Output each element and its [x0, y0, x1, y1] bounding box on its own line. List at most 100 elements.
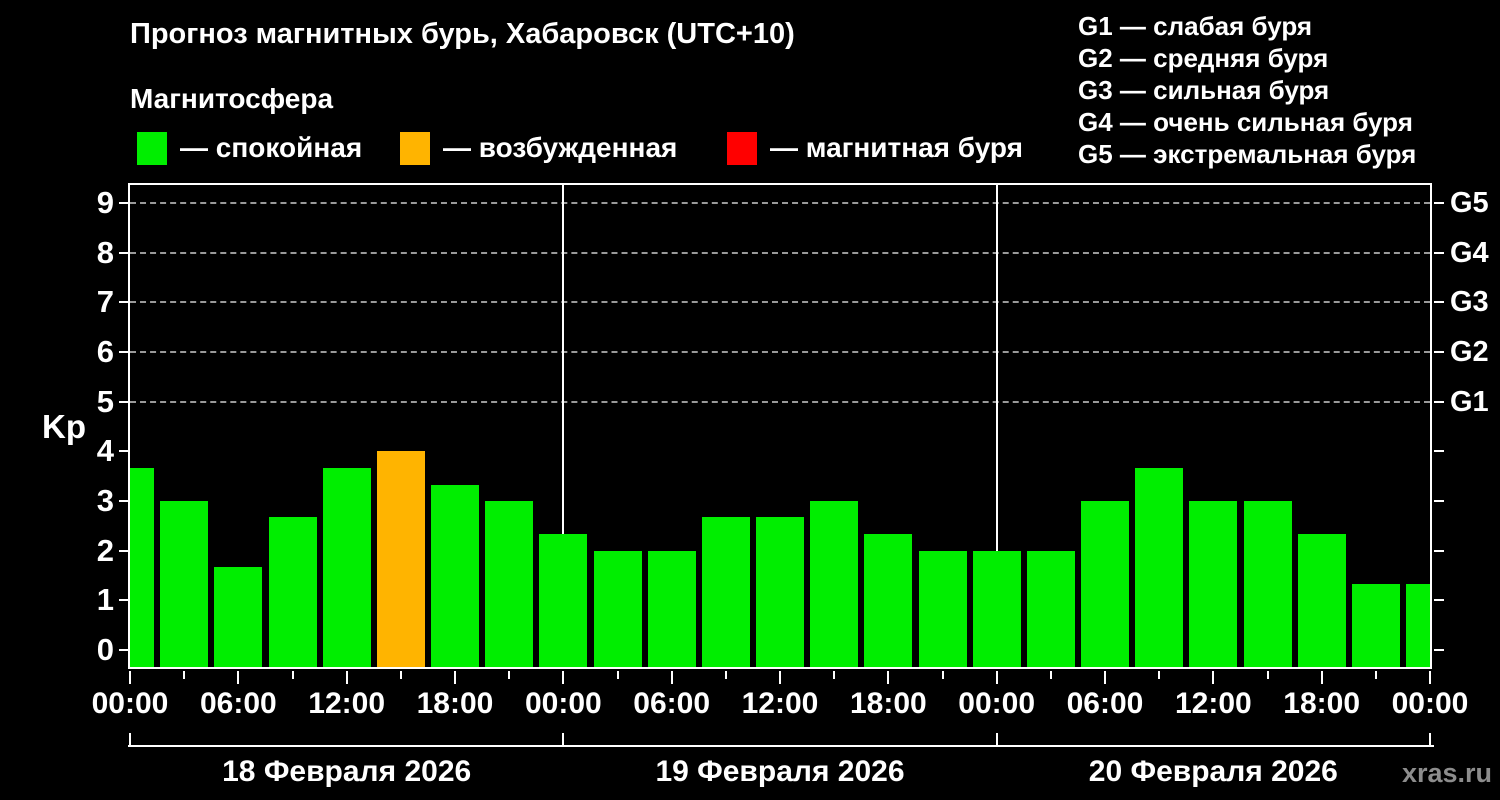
magnetosphere-state-legend: — спокойная — возбужденная — магнитная бур… — [0, 130, 1500, 168]
gridline-kp8 — [130, 251, 1430, 254]
x-axis-major-tick — [1104, 671, 1106, 684]
date-label: 18 Февраля 2026 — [222, 755, 472, 788]
kp-bar — [322, 467, 371, 667]
x-axis-minor-tick — [1374, 671, 1377, 679]
right-axis-tick — [1434, 500, 1444, 502]
g-level-label-G3: G3 — [1450, 286, 1489, 319]
x-axis-minor-tick — [1049, 671, 1052, 679]
kp-bar — [1135, 467, 1184, 667]
kp-bar — [130, 467, 154, 667]
x-axis-minor-tick — [183, 671, 186, 679]
x-axis-major-tick — [454, 671, 456, 684]
kp-bar — [1189, 501, 1238, 667]
right-axis-tick — [1434, 400, 1444, 403]
kp-bar — [1026, 550, 1075, 667]
x-axis-label: 06:00 — [633, 687, 711, 720]
date-label: 19 Февраля 2026 — [655, 755, 905, 788]
kp-bar — [647, 550, 696, 667]
right-axis-tick — [1434, 450, 1444, 453]
gridline-kp6 — [130, 351, 1430, 353]
x-axis-minor-tick — [1266, 671, 1269, 679]
kp-bar — [485, 501, 534, 667]
y-axis-label: 2 — [96, 532, 114, 568]
x-axis-minor-tick — [616, 671, 619, 679]
kp-bar — [1081, 501, 1129, 667]
right-axis-tick — [1434, 599, 1444, 602]
legend-label: — возбужденная — [443, 132, 678, 163]
kp-bar — [214, 567, 263, 667]
legend-swatch-storm — [727, 131, 757, 165]
chart-subtitle: Магнитосфера — [130, 83, 334, 114]
x-axis-minor-tick — [724, 671, 727, 679]
x-axis-major-tick — [1429, 671, 1431, 684]
g-scale-legend-line: G3 — сильная буря — [1078, 75, 1330, 105]
y-axis-label: 1 — [96, 582, 114, 618]
right-axis-tick — [1434, 301, 1444, 304]
x-axis-minor-tick — [941, 671, 944, 679]
x-axis-label: 12:00 — [1174, 687, 1252, 720]
g-level-label-G2: G2 — [1450, 336, 1489, 368]
x-axis-major-tick — [779, 671, 781, 684]
x-axis-label: 06:00 — [199, 687, 277, 720]
y-axis-label: 7 — [96, 284, 114, 320]
right-axis-tick — [1434, 351, 1444, 353]
right-axis-tick — [1434, 549, 1444, 552]
x-axis-major-tick — [887, 671, 890, 684]
legend-label: — магнитная буря — [770, 132, 1023, 163]
date-axis-line — [128, 745, 1434, 747]
g-scale-legend-line: G2 — средняя буря — [1078, 43, 1329, 73]
gridline-kp9 — [130, 202, 1430, 204]
kp-bar — [268, 517, 317, 667]
kp-bar — [864, 534, 913, 667]
kp-bar — [376, 451, 425, 667]
x-axis-label: 18:00 — [849, 687, 927, 720]
g-level-label-G1: G1 — [1450, 385, 1489, 418]
kp-bar — [756, 517, 804, 667]
g-scale-legend-line: G4 — очень сильная буря — [1078, 107, 1413, 137]
kp-bar — [918, 550, 967, 667]
x-axis-label: 12:00 — [308, 687, 386, 720]
y-axis-label: 6 — [96, 334, 114, 369]
x-axis-label: 18:00 — [416, 687, 494, 720]
kp-bar — [431, 484, 479, 667]
x-axis-minor-tick — [833, 671, 836, 679]
kp-bar — [701, 517, 750, 667]
x-axis-major-tick — [1320, 671, 1323, 684]
kp-bar — [972, 550, 1021, 667]
legend-item-storm: — магнитная буря — [727, 130, 1023, 166]
day-separator — [995, 185, 998, 667]
gridline-kp7 — [130, 301, 1430, 304]
x-axis-major-tick — [995, 671, 998, 684]
kp-bar — [1297, 534, 1346, 667]
y-axis-title: Kp — [42, 408, 86, 445]
legend-label: — спокойная — [180, 132, 363, 163]
g-scale-legend: G1 — слабая буря G2 — средняя буря G3 — си… — [1078, 10, 1416, 170]
kp-bar — [539, 534, 588, 667]
gridline-kp5 — [130, 400, 1430, 403]
y-axis-label: 0 — [96, 632, 114, 667]
y-axis-label: 8 — [96, 234, 114, 270]
x-axis-label: 00:00 — [1391, 687, 1469, 720]
y-axis-label: 3 — [96, 483, 114, 518]
plot-frame — [128, 183, 1432, 669]
x-axis-label: 00:00 — [524, 687, 602, 720]
watermark: xras.ru — [1401, 758, 1492, 788]
x-axis-major-tick — [1212, 671, 1215, 684]
x-axis-major-tick — [345, 671, 348, 684]
x-axis-minor-tick — [508, 671, 511, 679]
legend-item-quiet: — спокойная — [137, 130, 362, 166]
chart-title: Прогноз магнитных бурь, Хабаровск (UTC+1… — [130, 18, 795, 50]
g-scale-legend-line: G5 — экстремальная буря — [1078, 139, 1417, 169]
g-scale-legend-line: G1 — слабая буря — [1078, 11, 1313, 41]
kp-bar — [810, 501, 859, 667]
right-axis-tick — [1434, 649, 1444, 651]
g-level-label-G5: G5 — [1450, 187, 1489, 219]
x-axis-label: 12:00 — [741, 687, 819, 720]
legend-item-active: — возбужденная — [400, 130, 677, 166]
kp-bar — [593, 550, 642, 667]
x-axis-major-tick — [562, 671, 565, 684]
x-axis-major-tick — [237, 671, 240, 684]
x-axis-label: 18:00 — [1283, 687, 1361, 720]
plot-area — [130, 185, 1430, 667]
